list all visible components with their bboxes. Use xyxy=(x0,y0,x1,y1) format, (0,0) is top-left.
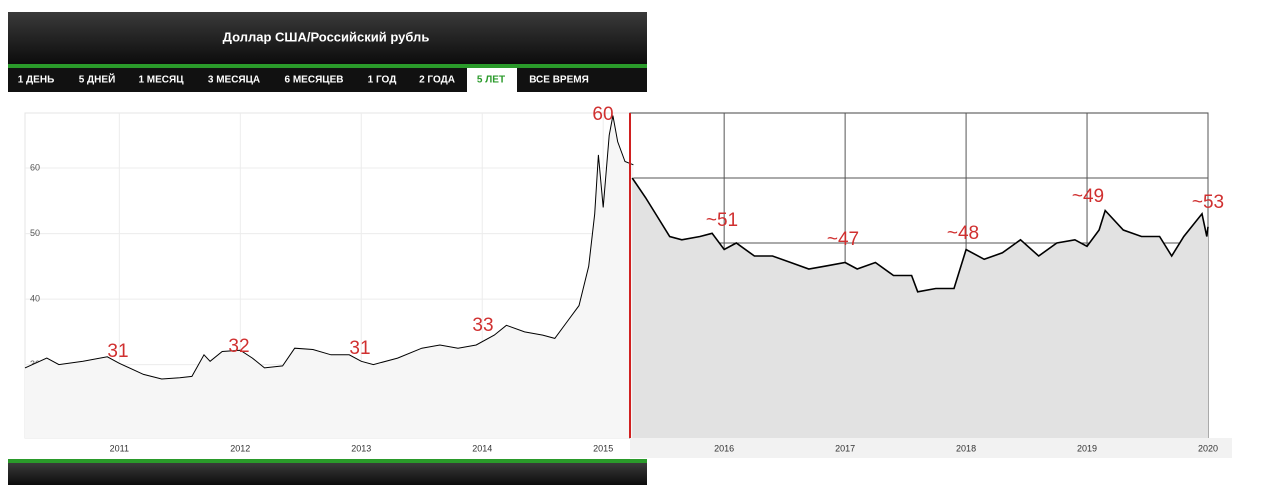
tab-bar xyxy=(8,68,647,92)
x-tick-label: 2012 xyxy=(230,443,250,453)
tab[interactable]: ВСЕ ВРЕМЯ xyxy=(529,75,589,86)
annotation: 33 xyxy=(472,315,493,336)
x-tick-label: 2019 xyxy=(1077,443,1097,453)
area xyxy=(25,115,634,438)
tab[interactable]: 2 ГОДА xyxy=(419,75,455,86)
annotation: 31 xyxy=(349,338,370,359)
annotation: ~48 xyxy=(947,223,979,244)
x-tick-label: 2018 xyxy=(956,443,976,453)
tab[interactable]: 3 МЕСЯЦА xyxy=(208,75,260,86)
green-stripe xyxy=(8,64,647,68)
green-stripe-bottom xyxy=(8,459,647,463)
x-tick-label: 2016 xyxy=(714,443,734,453)
y-tick-label: 40 xyxy=(30,293,40,303)
footer-bar xyxy=(8,463,647,485)
line xyxy=(24,115,634,380)
x-tick-label: 2017 xyxy=(835,443,855,453)
tab[interactable]: 1 ДЕНЬ xyxy=(18,75,55,86)
tab[interactable]: 1 ГОД xyxy=(368,75,397,86)
annotation: 60 xyxy=(592,104,613,125)
y-tick-label: 50 xyxy=(30,228,40,238)
x-tick-label: 2013 xyxy=(351,443,371,453)
header-bar xyxy=(8,12,647,64)
line xyxy=(631,177,1209,293)
tab[interactable]: 1 МЕСЯЦ xyxy=(138,75,184,86)
annotation: ~47 xyxy=(827,229,859,250)
annotation: ~51 xyxy=(706,210,738,231)
x-tick-label: 2014 xyxy=(472,443,492,453)
tab[interactable]: 6 МЕСЯЦЕВ xyxy=(285,75,344,86)
annotation: 31 xyxy=(107,341,128,362)
annotation: ~53 xyxy=(1192,192,1224,213)
tab[interactable]: 5 ЛЕТ xyxy=(477,75,505,86)
annotation: 32 xyxy=(228,336,249,357)
tab[interactable]: 5 ДНЕЙ xyxy=(79,73,116,86)
x-tick-label: 2011 xyxy=(110,443,129,453)
annotation: ~49 xyxy=(1072,186,1104,207)
y-tick-label: 60 xyxy=(30,162,40,172)
overlay-axis-strip xyxy=(630,438,1208,458)
header-title: Доллар США/Российский рубль xyxy=(223,29,430,44)
tab-active-bg xyxy=(467,68,517,92)
x-tick-label: 2020 xyxy=(1198,443,1218,453)
x-tick-label: 2015 xyxy=(593,443,613,453)
area xyxy=(632,178,1208,438)
overlay-axis-strip xyxy=(1208,438,1232,458)
